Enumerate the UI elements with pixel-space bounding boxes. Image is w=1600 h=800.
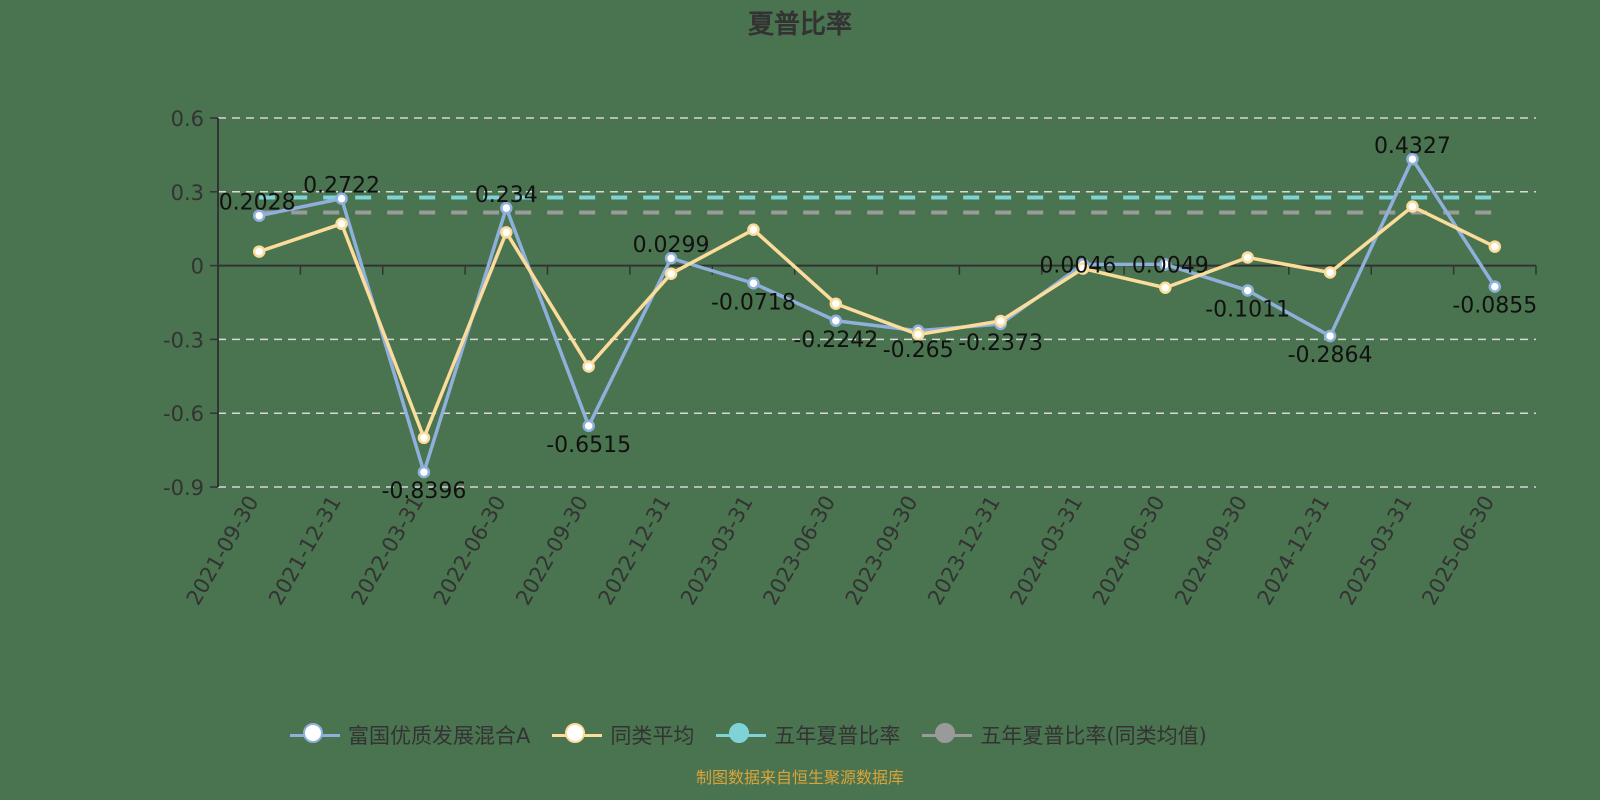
x-tick-label: 2024-09-30 <box>1170 492 1252 610</box>
data-source-note: 制图数据来自恒生聚源数据库 <box>695 768 904 787</box>
legend-item-fund[interactable]: 富国优质发展混合A <box>290 720 530 750</box>
legend-item-five-year-sharpe-peer[interactable]: 五年夏普比率(同类均值) <box>922 720 1207 750</box>
x-tick-label: 2025-03-31 <box>1335 492 1417 610</box>
legend-marker-icon <box>552 723 603 747</box>
data-point[interactable] <box>252 245 266 258</box>
x-tick-label: 2022-06-30 <box>429 492 511 610</box>
x-tick-label: 2024-03-31 <box>1005 492 1087 610</box>
data-point[interactable] <box>664 267 678 280</box>
x-tick-label: 2021-12-31 <box>264 492 346 610</box>
legend: 富国优质发展混合A 同类平均 五年夏普比率 五年夏普比率(同类均值) <box>290 720 1229 750</box>
data-point[interactable] <box>500 226 513 239</box>
data-label: 0.4327 <box>1374 134 1451 159</box>
chart-title: 夏普比率 <box>747 10 852 40</box>
data-label: -0.265 <box>883 338 954 363</box>
data-point[interactable] <box>1406 152 1419 166</box>
y-tick-label: -0.9 <box>163 476 204 500</box>
data-point[interactable] <box>335 217 348 231</box>
data-label: -0.6515 <box>546 433 631 458</box>
data-point[interactable] <box>747 277 760 290</box>
data-point[interactable] <box>994 314 1007 328</box>
data-label: 0.0046 <box>1039 253 1116 278</box>
series-line <box>258 204 1496 440</box>
data-point[interactable] <box>1241 251 1254 264</box>
data-point[interactable] <box>1488 240 1502 253</box>
data-point[interactable] <box>582 419 595 433</box>
x-tick-label: 2022-03-31 <box>346 492 428 610</box>
x-tick-label: 2024-12-31 <box>1253 492 1335 610</box>
legend-label: 同类平均 <box>610 724 695 748</box>
legend-item-five-year-sharpe[interactable]: 五年夏普比率 <box>716 720 900 750</box>
x-tick-label: 2023-09-30 <box>841 492 923 610</box>
x-tick-label: 2022-09-30 <box>511 492 593 610</box>
data-point[interactable] <box>1323 266 1337 279</box>
x-tick-label: 2023-03-31 <box>676 492 758 610</box>
x-tick-label: 2021-09-30 <box>182 492 264 610</box>
y-tick-label: 0 <box>191 255 204 279</box>
data-point[interactable] <box>911 328 925 341</box>
x-tick-label: 2025-06-30 <box>1417 492 1499 610</box>
legend-marker-icon <box>290 723 340 747</box>
data-point[interactable] <box>417 465 431 479</box>
data-point[interactable] <box>500 201 513 215</box>
data-point[interactable] <box>417 431 431 445</box>
x-tick-label: 2022-12-31 <box>594 492 676 610</box>
data-label: -0.2242 <box>793 328 878 353</box>
data-point[interactable] <box>582 360 595 373</box>
data-point[interactable] <box>1159 281 1172 294</box>
data-label: -0.0718 <box>711 290 796 315</box>
data-label: -0.0855 <box>1452 294 1537 319</box>
data-point[interactable] <box>1323 329 1337 343</box>
legend-marker-icon <box>922 723 973 747</box>
data-label: -0.2864 <box>1288 343 1373 368</box>
y-tick-label: -0.3 <box>163 328 204 352</box>
y-tick-label: 0.6 <box>171 107 204 131</box>
y-tick-label: 0.3 <box>171 181 204 205</box>
data-point[interactable] <box>1406 200 1419 213</box>
data-point[interactable] <box>829 297 843 310</box>
data-label: -0.1011 <box>1205 297 1290 322</box>
x-tick-label: 2023-12-31 <box>923 492 1005 610</box>
data-label: 0.0299 <box>633 233 710 258</box>
legend-label: 五年夏普比率(同类均值) <box>980 724 1207 748</box>
data-label: 0.0049 <box>1132 253 1209 278</box>
x-tick-label: 2024-06-30 <box>1088 492 1170 610</box>
data-point[interactable] <box>664 251 678 265</box>
data-point[interactable] <box>335 192 348 205</box>
data-point[interactable] <box>1241 284 1254 297</box>
data-label: 0.2722 <box>303 174 380 199</box>
y-tick-label: -0.6 <box>163 402 204 426</box>
x-tick-label: 2023-06-30 <box>758 492 840 610</box>
legend-label: 五年夏普比率 <box>774 724 901 748</box>
data-label: 0.2028 <box>219 191 296 216</box>
data-point[interactable] <box>747 223 760 236</box>
data-label: 0.234 <box>475 183 538 208</box>
data-point[interactable] <box>252 209 266 222</box>
legend-marker-icon <box>716 723 767 747</box>
data-point[interactable] <box>1076 262 1090 275</box>
data-point[interactable] <box>1159 258 1172 271</box>
data-label: -0.8396 <box>381 479 466 504</box>
data-label: -0.2373 <box>958 331 1043 356</box>
data-point[interactable] <box>1488 280 1502 293</box>
legend-item-peer-average[interactable]: 同类平均 <box>552 720 694 750</box>
series-line <box>258 157 1497 474</box>
legend-label: 富国优质发展混合A <box>348 724 531 748</box>
data-point[interactable] <box>829 314 843 328</box>
